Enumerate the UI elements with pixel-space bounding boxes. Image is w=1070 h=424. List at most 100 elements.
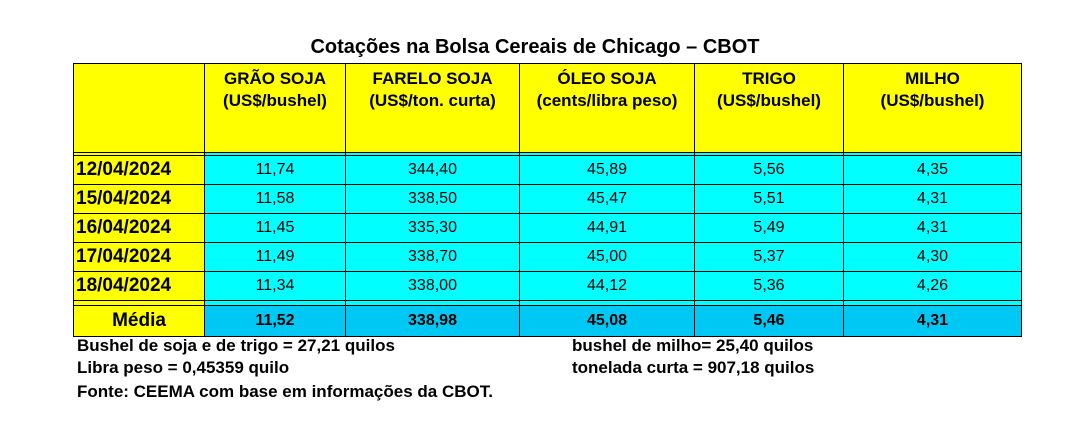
column-name: GRÃO SOJA: [223, 69, 327, 88]
header-cell: GRÃO SOJA (US$/bushel): [204, 63, 346, 153]
value-cell: 11,34: [204, 271, 346, 301]
average-value: 4,31: [916, 312, 949, 329]
date: 16/04/2024: [76, 217, 172, 238]
header-cell: FARELO SOJA (US$/ton. curta): [345, 63, 520, 153]
value-cell: 11,74: [204, 155, 346, 185]
value-cell: 44,91: [519, 213, 695, 243]
average-cell: 4,31: [843, 305, 1022, 337]
value-cell: 45,00: [519, 242, 695, 272]
value-cell: 5,56: [694, 155, 844, 185]
value-cell: 335,30: [345, 213, 520, 243]
value: 11,58: [255, 190, 295, 207]
value-cell: 4,31: [843, 184, 1022, 214]
column-unit: (US$/bushel): [223, 91, 327, 110]
value: 45,00: [586, 248, 628, 265]
date: 18/04/2024: [76, 275, 172, 296]
value: 5,56: [753, 161, 785, 178]
value-cell: 5,49: [694, 213, 844, 243]
data-row: 16/04/2024 11,45 335,30 44,91 5,49 4,31: [73, 213, 1022, 243]
value: 11,45: [255, 219, 295, 236]
header-cell: TRIGO (US$/bushel): [694, 63, 844, 153]
column-unit: (US$/bushel): [717, 91, 821, 110]
header-row: GRÃO SOJA (US$/bushel) FARELO SOJA (US$/ton…: [73, 63, 1022, 153]
value-cell: 4,35: [843, 155, 1022, 185]
note: Bushel de soja e de trigo = 27,21 quilos: [77, 336, 395, 355]
value-cell: 5,36: [694, 271, 844, 301]
note: bushel de milho= 25,40 quilos: [572, 336, 814, 355]
data-row: 18/04/2024 11,34 338,00 44,12 5,36 4,26: [73, 271, 1022, 301]
data-row: 17/04/2024 11,49 338,70 45,00 5,37 4,30: [73, 242, 1022, 272]
average-label: Média: [112, 310, 166, 331]
value: 4,26: [916, 277, 949, 294]
value: 11,74: [255, 161, 295, 178]
value: 338,50: [408, 190, 457, 207]
value: 44,91: [586, 219, 628, 236]
average-cell: 338,98: [345, 305, 520, 337]
title: Cotações na Bolsa Cereais de Chicago – C…: [310, 36, 760, 58]
header-cell: MILHO (US$/bushel): [843, 63, 1022, 153]
column-name: TRIGO: [742, 69, 796, 88]
average-value: 11,52: [255, 312, 295, 329]
note: tonelada curta = 907,18 quilos: [572, 358, 815, 377]
note: Libra peso = 0,45359 quilo: [77, 358, 290, 377]
value-cell: 344,40: [345, 155, 520, 185]
date-cell: 18/04/2024: [73, 271, 205, 301]
value-cell: 45,89: [519, 155, 695, 185]
value: 5,51: [753, 190, 785, 207]
average-value: 5,46: [753, 312, 785, 329]
average-cell: 45,08: [519, 305, 695, 337]
value-cell: 5,37: [694, 242, 844, 272]
date: 17/04/2024: [76, 246, 172, 267]
average-cell: 5,46: [694, 305, 844, 337]
value-cell: 11,49: [204, 242, 346, 272]
data-row: 15/04/2024 11,58 338,50 45,47 5,51 4,31: [73, 184, 1022, 214]
value: 11,49: [255, 248, 295, 265]
date-cell: 17/04/2024: [73, 242, 205, 272]
date-cell: 16/04/2024: [73, 213, 205, 243]
date-cell: 15/04/2024: [73, 184, 205, 214]
value: 45,47: [586, 190, 628, 207]
value-cell: 4,26: [843, 271, 1022, 301]
corner-cell: [73, 63, 205, 153]
average-value: 45,08: [586, 312, 628, 329]
value: 5,49: [753, 219, 785, 236]
value: 4,35: [916, 161, 949, 178]
value-cell: 338,00: [345, 271, 520, 301]
column-name: ÓLEO SOJA: [557, 69, 657, 88]
header-cell: ÓLEO SOJA (cents/libra peso): [519, 63, 695, 153]
value: 45,89: [586, 161, 628, 178]
value: 338,00: [408, 277, 457, 294]
column-unit: (US$/bushel): [880, 91, 985, 110]
average-cell: 11,52: [204, 305, 346, 337]
value: 335,30: [408, 219, 457, 236]
column-unit: (US$/ton. curta): [369, 91, 496, 110]
column-unit: (cents/libra peso): [536, 91, 678, 110]
value-cell: 11,58: [204, 184, 346, 214]
spacer-row: [73, 300, 1022, 306]
average-label-cell: Média: [73, 305, 205, 337]
data-row: 12/04/2024 11,74 344,40 45,89 5,56 4,35: [73, 155, 1022, 185]
value-cell: 338,50: [345, 184, 520, 214]
value: 44,12: [586, 277, 628, 294]
value-cell: 338,70: [345, 242, 520, 272]
value-cell: 44,12: [519, 271, 695, 301]
value: 338,70: [408, 248, 457, 265]
value: 4,30: [916, 248, 949, 265]
column-name: MILHO: [905, 69, 960, 88]
date-cell: 12/04/2024: [73, 155, 205, 185]
value-cell: 45,47: [519, 184, 695, 214]
value: 5,36: [753, 277, 785, 294]
value-cell: 4,30: [843, 242, 1022, 272]
value: 4,31: [916, 219, 949, 236]
source: Fonte: CEEMA com base em informações da …: [77, 382, 493, 401]
average-row: Média 11,52 338,98 45,08 5,46 4,31: [73, 305, 1022, 337]
value: 344,40: [408, 161, 457, 178]
date: 15/04/2024: [76, 188, 172, 209]
date: 12/04/2024: [76, 159, 172, 180]
value: 11,34: [255, 277, 295, 294]
column-name: FARELO SOJA: [372, 69, 493, 88]
value: 4,31: [916, 190, 949, 207]
value-cell: 5,51: [694, 184, 844, 214]
value-cell: 4,31: [843, 213, 1022, 243]
